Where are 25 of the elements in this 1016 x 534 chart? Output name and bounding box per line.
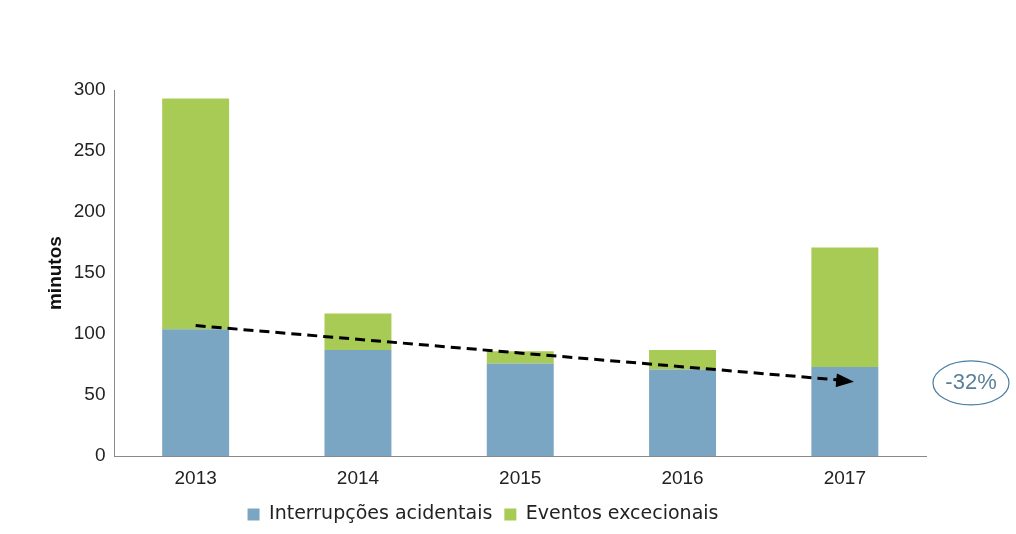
x-tick-label: 2013 — [174, 466, 217, 488]
legend-label: Eventos excecionais — [525, 501, 719, 524]
y-tick-label: 100 — [73, 322, 106, 344]
y-tick-label: 250 — [73, 139, 106, 161]
y-tick-label: 300 — [73, 78, 106, 100]
bar — [162, 98, 230, 330]
bar — [324, 350, 392, 457]
bar — [324, 313, 392, 350]
y-tick-label: 50 — [84, 383, 106, 405]
text: -32% — [945, 369, 997, 395]
legend-label: Interrupções acidentais — [269, 501, 493, 524]
bar — [162, 329, 230, 457]
bar — [811, 247, 879, 368]
x-tick-label: 2014 — [336, 466, 380, 488]
y-tick-label: 0 — [94, 444, 106, 466]
y-axis-title: minutos — [43, 236, 65, 311]
bar — [486, 363, 554, 457]
x-tick-label: 2017 — [823, 466, 866, 488]
bar — [649, 369, 717, 457]
bar — [649, 350, 717, 370]
x-tick-label: 2015 — [499, 466, 542, 488]
x-tick-label: 2016 — [661, 466, 704, 488]
y-tick-label: 200 — [73, 200, 106, 222]
bar — [811, 367, 879, 457]
y-tick-label: 150 — [73, 261, 106, 283]
